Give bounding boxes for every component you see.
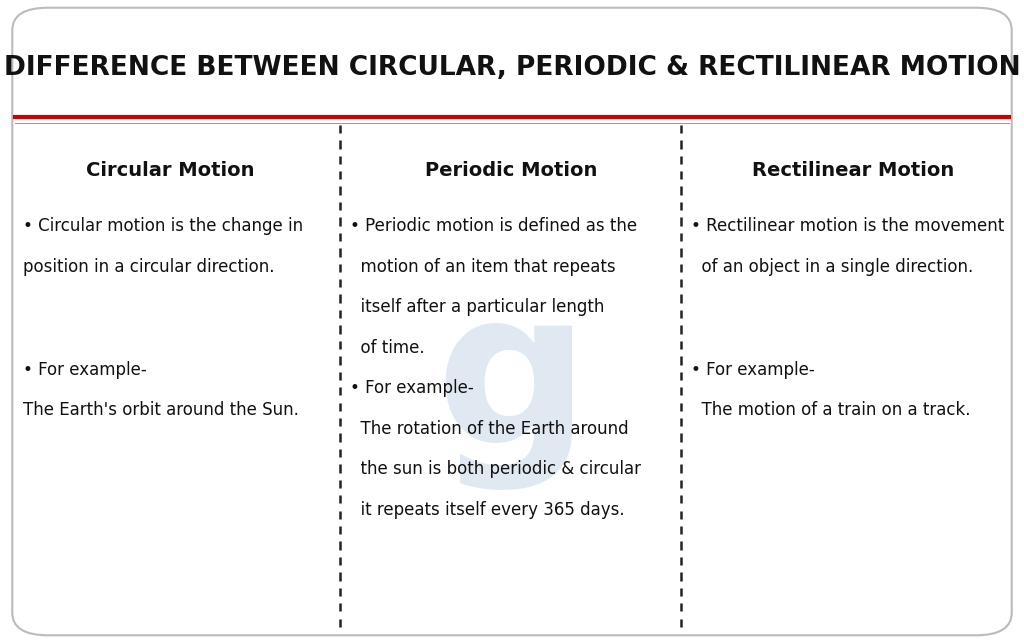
- Text: The motion of a train on a track.: The motion of a train on a track.: [691, 401, 971, 419]
- Text: DIFFERENCE BETWEEN CIRCULAR, PERIODIC & RECTILINEAR MOTION: DIFFERENCE BETWEEN CIRCULAR, PERIODIC & …: [4, 55, 1020, 80]
- Text: it repeats itself every 365 days.: it repeats itself every 365 days.: [350, 501, 625, 519]
- Text: position in a circular direction.: position in a circular direction.: [23, 258, 274, 276]
- Text: of time.: of time.: [350, 339, 425, 357]
- Text: • Periodic motion is defined as the: • Periodic motion is defined as the: [350, 217, 637, 235]
- Text: The rotation of the Earth around: The rotation of the Earth around: [350, 420, 629, 438]
- Text: • For example-: • For example-: [691, 361, 815, 379]
- Text: g: g: [435, 281, 589, 491]
- Text: • For example-: • For example-: [23, 361, 146, 379]
- FancyBboxPatch shape: [12, 8, 1012, 635]
- Text: • For example-: • For example-: [350, 379, 474, 397]
- Text: of an object in a single direction.: of an object in a single direction.: [691, 258, 974, 276]
- Text: the sun is both periodic & circular: the sun is both periodic & circular: [350, 460, 641, 478]
- Text: motion of an item that repeats: motion of an item that repeats: [350, 258, 615, 276]
- Text: The Earth's orbit around the Sun.: The Earth's orbit around the Sun.: [23, 401, 298, 419]
- Text: • Circular motion is the change in: • Circular motion is the change in: [23, 217, 303, 235]
- Text: Circular Motion: Circular Motion: [86, 161, 254, 180]
- Text: Periodic Motion: Periodic Motion: [425, 161, 597, 180]
- Text: • Rectilinear motion is the movement: • Rectilinear motion is the movement: [691, 217, 1005, 235]
- Text: itself after a particular length: itself after a particular length: [350, 298, 604, 316]
- Text: Rectilinear Motion: Rectilinear Motion: [752, 161, 954, 180]
